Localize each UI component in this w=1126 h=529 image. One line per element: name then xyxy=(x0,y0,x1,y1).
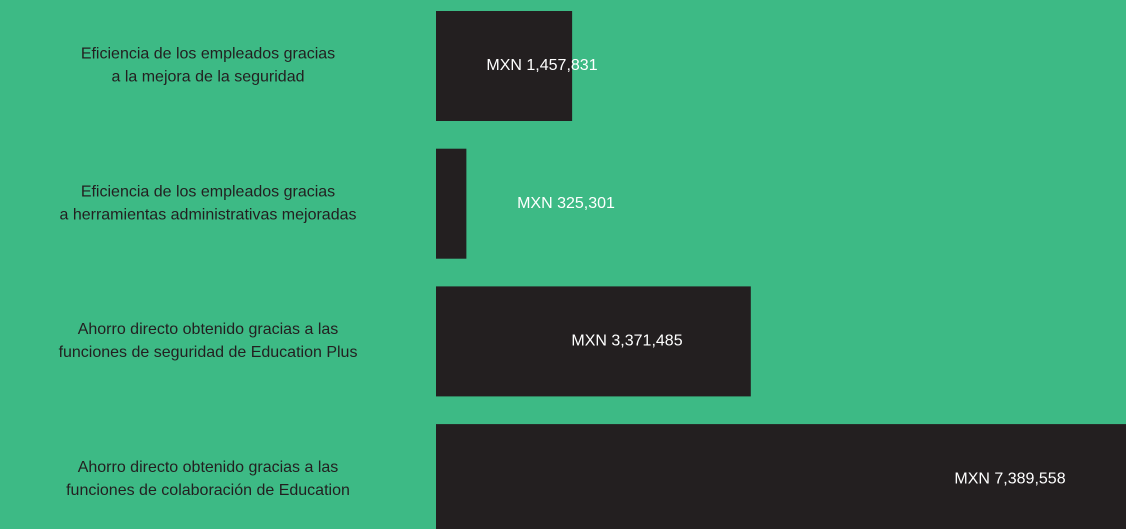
bar xyxy=(436,286,751,397)
category-label: Ahorro directo obtenido gracias a las xyxy=(78,459,339,476)
value-label: MXN 7,389,558 xyxy=(954,470,1065,487)
bar xyxy=(436,148,467,259)
value-label: MXN 3,371,485 xyxy=(571,333,682,350)
category-label: Eficiencia de los empleados gracias xyxy=(81,183,335,200)
value-label: MXN 1,457,831 xyxy=(486,57,597,74)
bar xyxy=(436,11,573,121)
category-label: a herramientas administrativas mejoradas xyxy=(59,206,356,223)
category-label: funciones de colaboración de Education xyxy=(66,482,350,499)
category-label: Eficiencia de los empleados gracias xyxy=(81,46,335,63)
category-label: Ahorro directo obtenido gracias a las xyxy=(78,321,339,338)
category-label: a la mejora de la seguridad xyxy=(111,69,304,86)
value-label: MXN 325,301 xyxy=(517,195,615,212)
category-label: funciones de seguridad de Education Plus xyxy=(59,344,358,361)
bar xyxy=(436,424,1126,529)
